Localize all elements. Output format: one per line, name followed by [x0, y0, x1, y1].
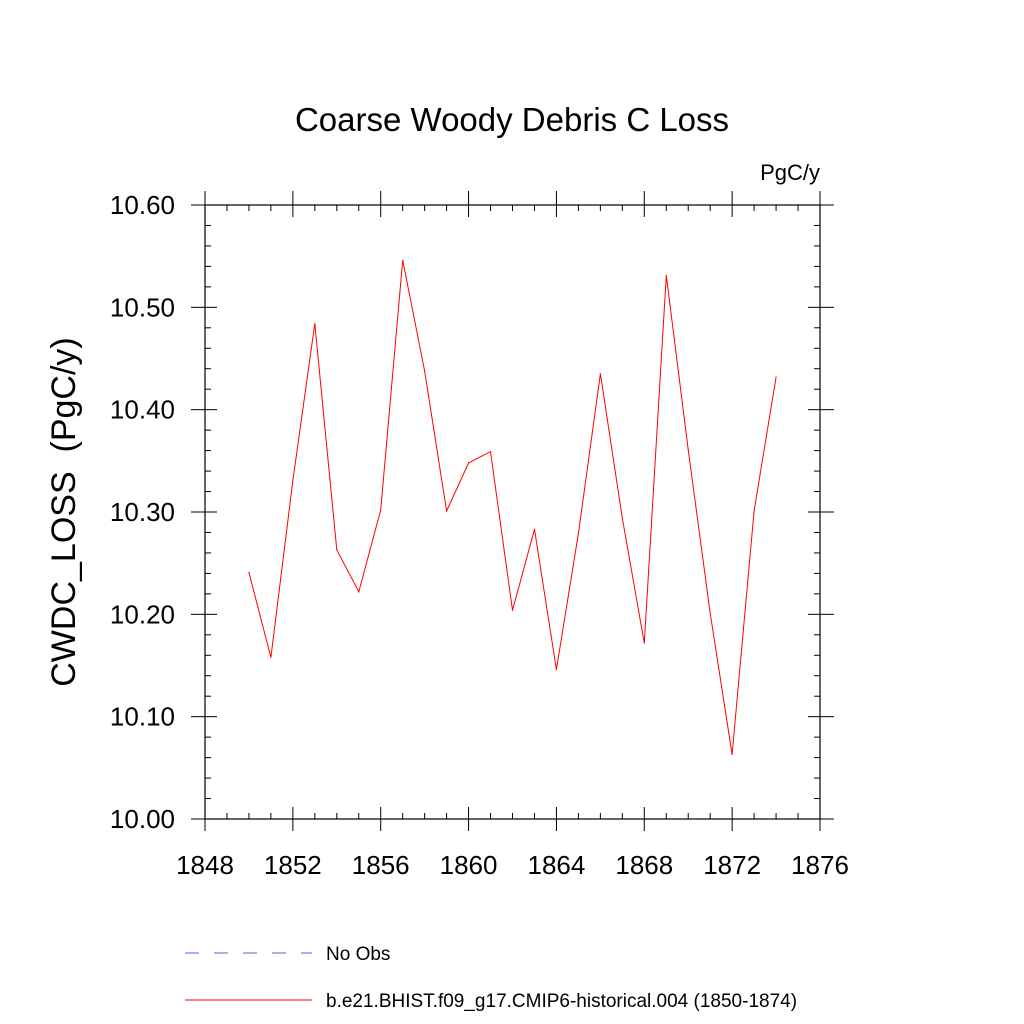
y-tick-label: 10.50 — [110, 292, 175, 322]
data-point — [621, 517, 623, 519]
data-point — [577, 532, 579, 535]
x-tick-label: 1864 — [528, 850, 586, 880]
y-tick-label: 10.30 — [110, 497, 175, 527]
data-point — [424, 370, 426, 372]
series-lines — [248, 259, 777, 756]
series-line — [248, 260, 777, 755]
x-tick-label: 1856 — [352, 850, 410, 880]
y-axis-label: CWDC_LOSS (PgC/y) — [45, 337, 83, 687]
data-point — [292, 479, 294, 481]
data-point — [731, 753, 733, 756]
x-tick-label: 1876 — [791, 850, 849, 880]
y-tick-label: 10.40 — [110, 395, 175, 425]
data-point — [555, 668, 558, 671]
data-point — [687, 448, 689, 451]
y-tick-labels: 10.00 10.10 10.20 10.30 10.40 10.50 10.60 — [110, 190, 175, 834]
data-point — [358, 591, 360, 593]
data-point — [709, 612, 711, 614]
data-point — [314, 323, 316, 325]
data-point — [599, 373, 601, 375]
x-tick-label: 1860 — [440, 850, 498, 880]
data-point — [467, 462, 470, 464]
x-tick-label: 1868 — [615, 850, 673, 880]
data-point — [402, 259, 404, 261]
x-tick-label: 1872 — [703, 850, 761, 880]
x-tick-label: 1848 — [176, 850, 234, 880]
data-point — [446, 510, 448, 512]
legend: No Obs b.e21.BHIST.f09_g17.CMIP6-historic… — [185, 944, 797, 1012]
axis-ticks — [191, 191, 834, 831]
y-tick-label: 10.20 — [110, 599, 175, 629]
units-label: PgC/y — [760, 160, 820, 185]
data-point — [336, 549, 338, 551]
data-point — [380, 509, 382, 511]
y-tick-label: 10.60 — [110, 190, 175, 220]
x-tick-labels: 1848 1852 1856 1860 1864 1868 1872 1876 — [176, 850, 849, 880]
data-point — [753, 510, 755, 512]
x-tick-label: 1852 — [264, 850, 322, 880]
data-point — [533, 528, 536, 530]
chart-title: Coarse Woody Debris C Loss — [295, 101, 729, 138]
data-point — [511, 609, 514, 611]
data-point — [665, 275, 667, 277]
data-point — [643, 642, 645, 644]
y-tick-label: 10.10 — [110, 702, 175, 732]
legend-label: b.e21.BHIST.f09_g17.CMIP6-historical.004… — [326, 991, 797, 1012]
data-point — [775, 376, 777, 378]
legend-label: No Obs — [326, 944, 390, 965]
data-point — [489, 451, 492, 453]
data-point — [248, 571, 250, 573]
y-tick-label: 10.00 — [110, 804, 175, 834]
data-point — [270, 656, 272, 658]
